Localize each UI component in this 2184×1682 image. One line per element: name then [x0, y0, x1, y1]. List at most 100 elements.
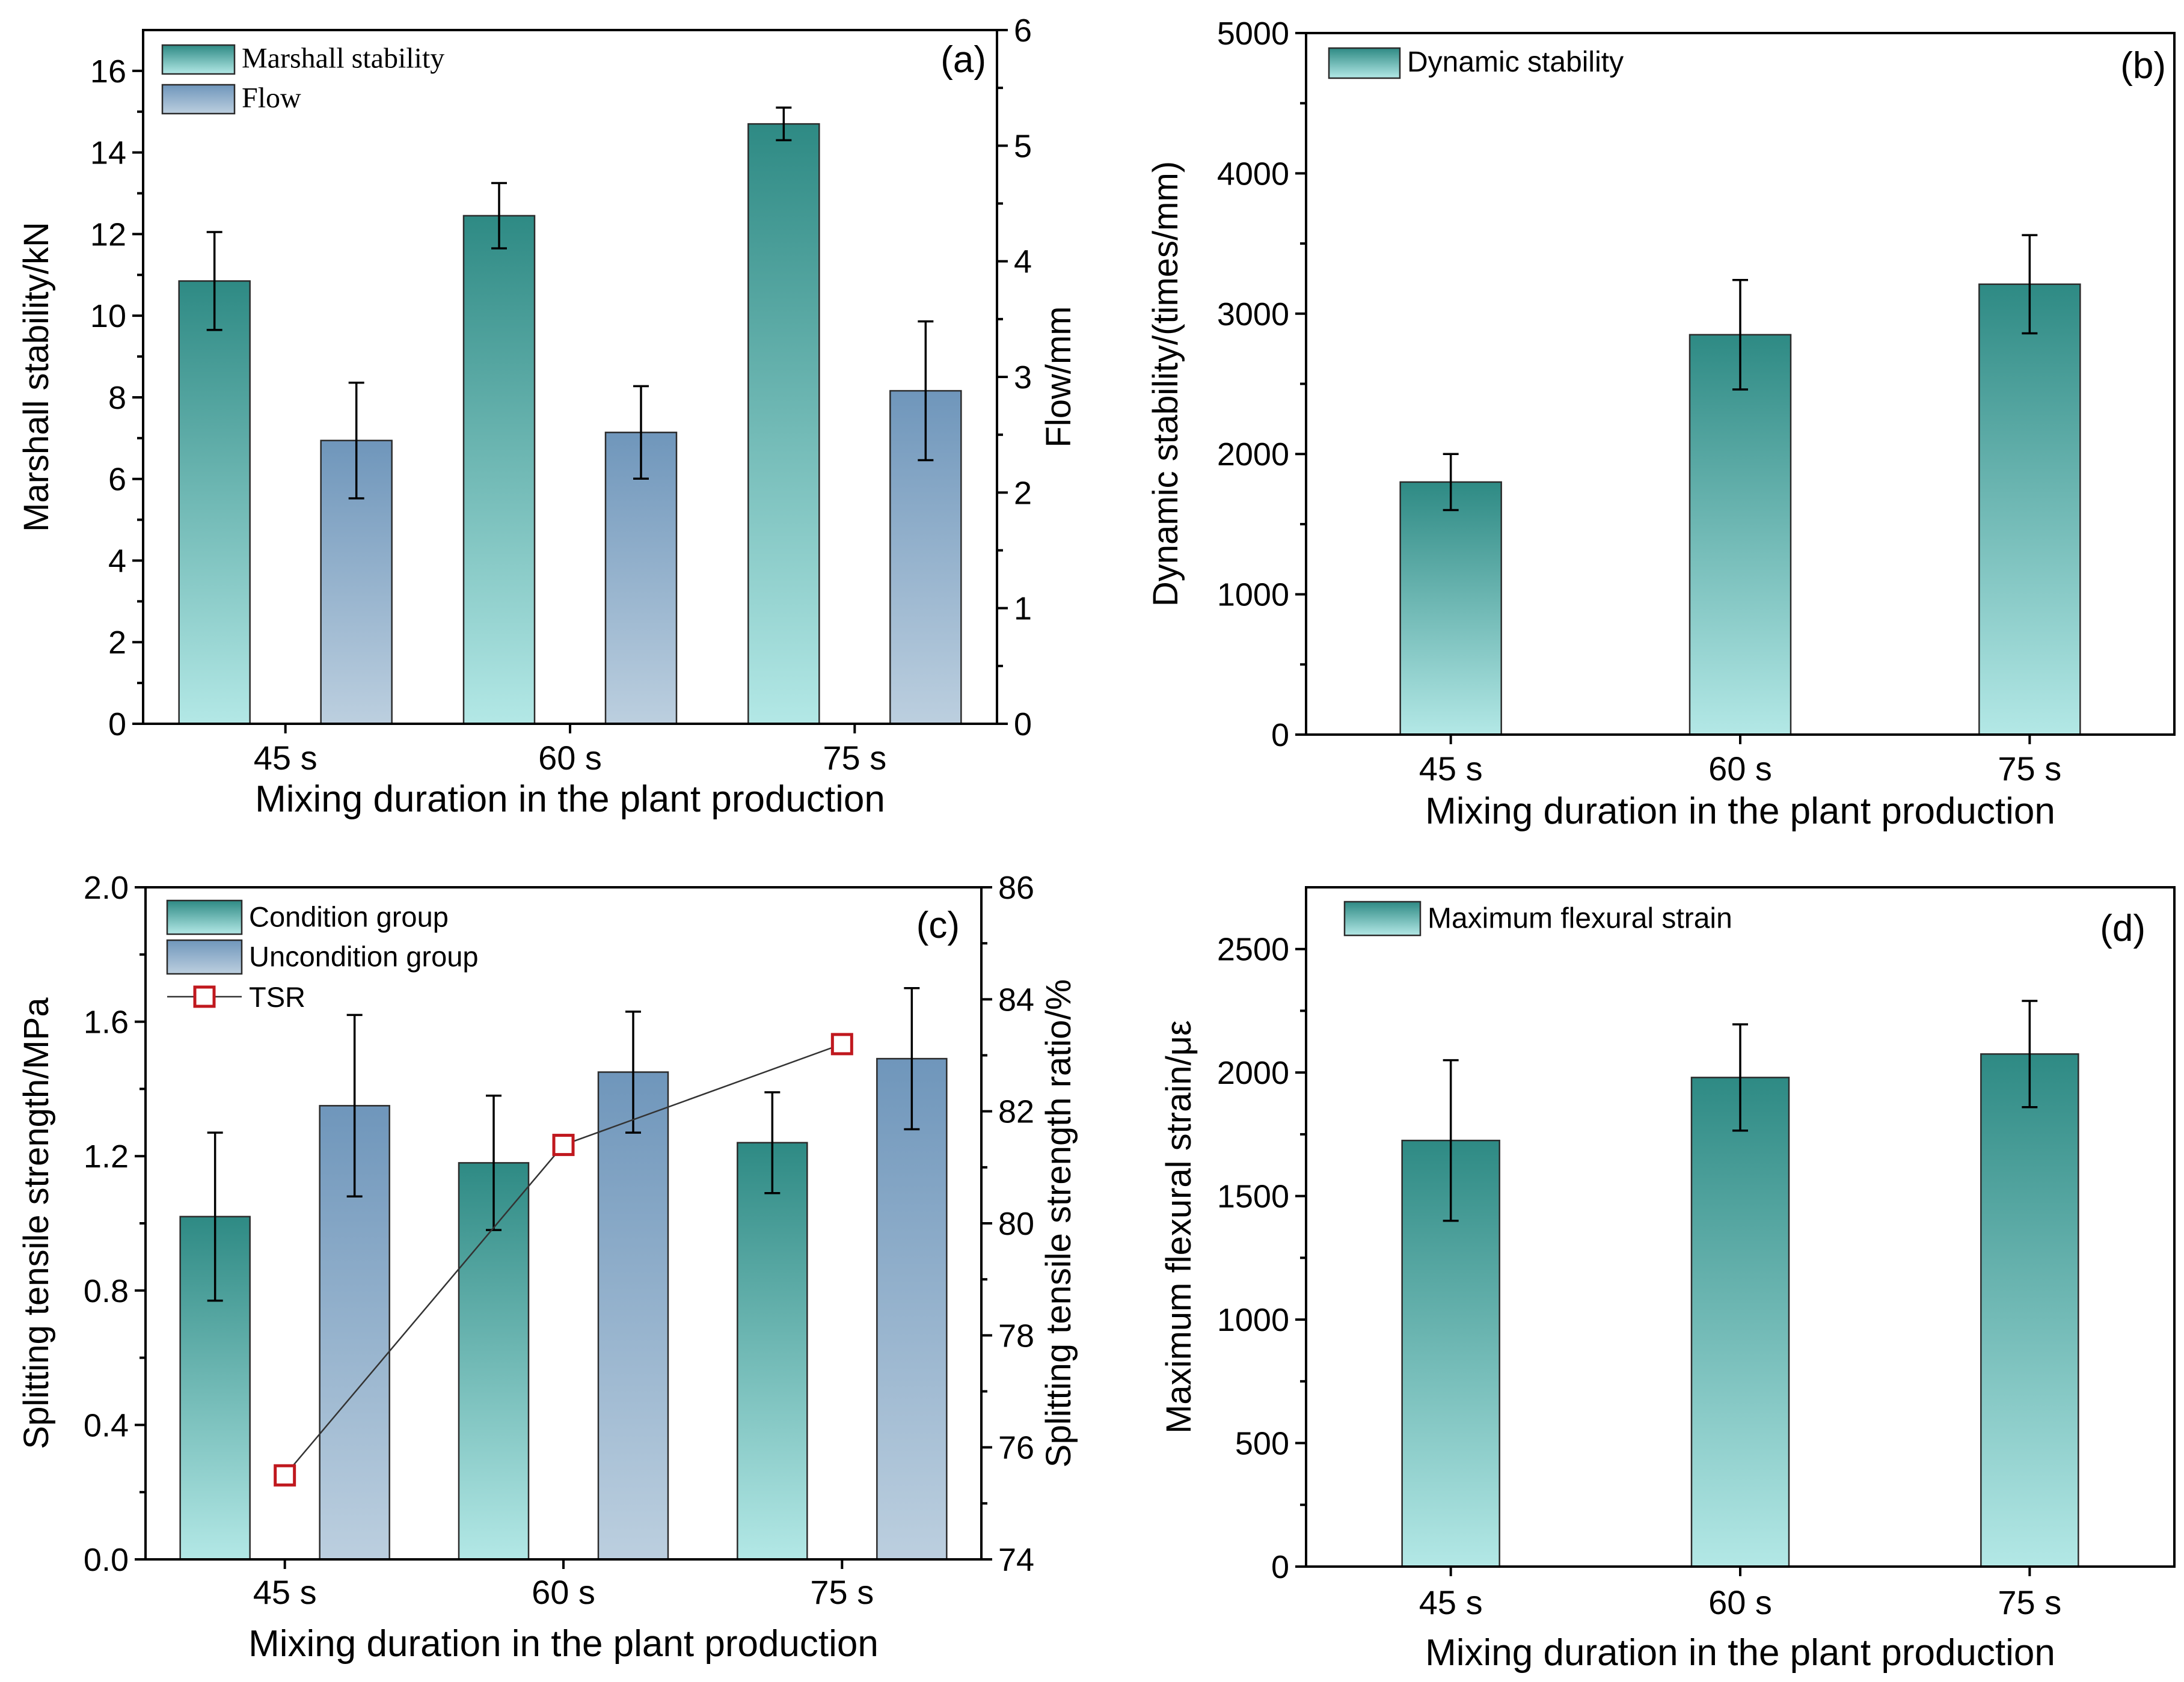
x-axis-title-c: Mixing duration in the plant production [248, 1623, 879, 1665]
legend-swatch-a-1 [161, 84, 236, 115]
error-bar-b-s0-2 [2022, 234, 2038, 335]
ytick-label-c-1: 0.4 [84, 1407, 129, 1443]
ytick-label-a-4: 8 [108, 380, 126, 416]
y2tick-label-c-0: 74 [998, 1542, 1034, 1578]
error-bar-a-s1-2 [918, 320, 934, 462]
bar-a-s0-0 [178, 280, 251, 725]
legend-marker-c [193, 985, 216, 1008]
ytick-label-a-3: 6 [108, 462, 126, 498]
legend-swatch-d-0 [1343, 901, 1422, 937]
xtick-label-a-0: 45 s [254, 739, 317, 777]
panel-d: 0 500 1000 1500 2000 2500 45 s 60 s 75 s Mixing d… [1159, 886, 2176, 1674]
y2tick-label-c-4: 82 [998, 1094, 1034, 1130]
ytick-label-d-3: 1500 [1217, 1179, 1289, 1215]
error-bar-b-s0-0 [1443, 453, 1459, 512]
error-bar-a-s0-1 [491, 182, 507, 249]
legend-label-d-0: Maximum flexural strain [1428, 903, 1732, 935]
x-axis-title-b: Mixing duration in the plant production [1425, 791, 2055, 832]
ytick-label-a-5: 10 [90, 298, 126, 334]
ytick-label-b-1: 1000 [1217, 577, 1289, 613]
ytick-label-c-2: 0.8 [84, 1273, 129, 1309]
xtick-label-a-1: 60 s [538, 739, 602, 777]
legend-swatch-b-0 [1328, 47, 1401, 79]
ytick-label-b-5: 5000 [1217, 16, 1289, 52]
ytick-label-a-0: 0 [108, 706, 126, 742]
y2tick-label-c-2: 78 [998, 1318, 1034, 1354]
ytick-label-c-4: 1.6 [84, 1005, 129, 1041]
error-bar-a-s1-0 [348, 381, 364, 500]
ytick-label-a-2: 4 [108, 543, 126, 579]
xtick-label-b-0: 45 s [1419, 750, 1483, 787]
xtick-label-c-0: 45 s [253, 1573, 317, 1611]
ytick-label-c-3: 1.2 [84, 1139, 129, 1175]
y2tick-label-a-3: 3 [1014, 359, 1032, 396]
bar-d-s0-2 [1980, 1053, 2079, 1568]
ytick-label-b-2: 2000 [1217, 436, 1289, 472]
error-bar-c-s1-1 [625, 1011, 641, 1134]
plot-frame-a [142, 29, 998, 725]
panel-label-b: (b) [2120, 45, 2166, 87]
legend-swatch-a-0 [161, 44, 236, 75]
y2tick-label-c-5: 84 [998, 982, 1034, 1018]
bar-b-s0-0 [1399, 481, 1502, 736]
legend-swatch-c-1 [166, 939, 243, 975]
ytick-label-b-4: 4000 [1217, 156, 1289, 192]
xtick-label-d-1: 60 s [1708, 1583, 1772, 1621]
error-bar-c-s1-2 [904, 986, 920, 1131]
ytick-label-b-3: 3000 [1217, 296, 1289, 332]
ytick-label-b-0: 0 [1271, 717, 1289, 753]
tsr-marker-1 [552, 1134, 575, 1157]
y2tick-label-c-3: 80 [998, 1206, 1034, 1242]
error-bar-c-s0-2 [764, 1091, 781, 1194]
x-axis-title-a: Mixing duration in the plant production [255, 778, 885, 820]
ytick-label-c-5: 2.0 [84, 870, 129, 906]
bar-a-s0-1 [462, 215, 536, 725]
legend-label-c-1: Uncondition group [249, 941, 479, 973]
ytick-label-a-7: 14 [90, 135, 126, 171]
ytick-label-d-4: 2000 [1217, 1055, 1289, 1091]
bar-c-s1-2 [876, 1057, 948, 1561]
x-axis-title-d: Mixing duration in the plant production [1425, 1632, 2055, 1674]
legend-d: Maximum flexural strain [1343, 901, 1732, 937]
legend-label-a-1: Flow [242, 82, 301, 114]
xtick-label-a-2: 75 s [823, 739, 886, 777]
ytick-label-c-0: 0.0 [84, 1542, 129, 1578]
ytick-label-d-0: 0 [1271, 1549, 1289, 1585]
error-bar-a-s0-2 [776, 106, 792, 142]
ytick-label-d-1: 500 [1235, 1426, 1289, 1462]
y2tick-label-a-4: 4 [1014, 244, 1032, 280]
error-bar-d-s0-1 [1732, 1023, 1748, 1132]
bar-d-s0-1 [1690, 1077, 1790, 1568]
panel-b: 0 1000 2000 3000 4000 5000 45 s 60 s 75 s Mixing … [1146, 16, 2176, 832]
bar-c-s1-1 [597, 1071, 669, 1561]
legend-c: Condition group Uncondition group TSR [166, 899, 479, 1013]
xtick-label-c-2: 75 s [810, 1573, 874, 1611]
ytick-label-a-8: 16 [90, 54, 126, 90]
bar-b-s0-2 [1978, 283, 2081, 736]
y-axis-title-a: Marshall stability/kN [17, 222, 56, 532]
ytick-label-a-6: 12 [90, 216, 126, 252]
y-axis-title-d: Maximum flexural strain/με [1159, 1020, 1198, 1434]
y2tick-label-a-0: 0 [1014, 706, 1032, 742]
xtick-label-d-0: 45 s [1419, 1583, 1483, 1621]
panel-c: 0.0 0.4 0.8 1.2 1.6 2.0 74 76 78 80 82 84 86 45 s 60 s… [17, 870, 1078, 1665]
y-axis-title-c: Splitting tensile strength/MPa [17, 997, 56, 1449]
legend-a: Marshall stability Flow [161, 42, 444, 115]
panel-label-a: (a) [940, 39, 986, 81]
y2tick-label-a-1: 1 [1014, 591, 1032, 627]
y2tick-label-a-6: 6 [1014, 13, 1032, 49]
xtick-label-d-2: 75 s [1998, 1583, 2061, 1621]
xtick-label-b-2: 75 s [1998, 750, 2061, 787]
tsr-marker-0 [274, 1464, 296, 1487]
panel-label-c: (c) [916, 905, 960, 946]
legend-label-b-0: Dynamic stability [1407, 46, 1624, 78]
y2-axis-title-a: Flow/mm [1039, 306, 1078, 447]
y2-axis-title-c: Splitting tensile strength ratio/% [1039, 979, 1078, 1467]
y2tick-label-c-6: 86 [998, 870, 1034, 906]
error-bar-a-s0-0 [206, 231, 222, 331]
error-bar-c-s0-1 [486, 1094, 502, 1231]
error-bar-c-s1-0 [346, 1014, 363, 1198]
error-bar-a-s1-1 [633, 385, 649, 480]
